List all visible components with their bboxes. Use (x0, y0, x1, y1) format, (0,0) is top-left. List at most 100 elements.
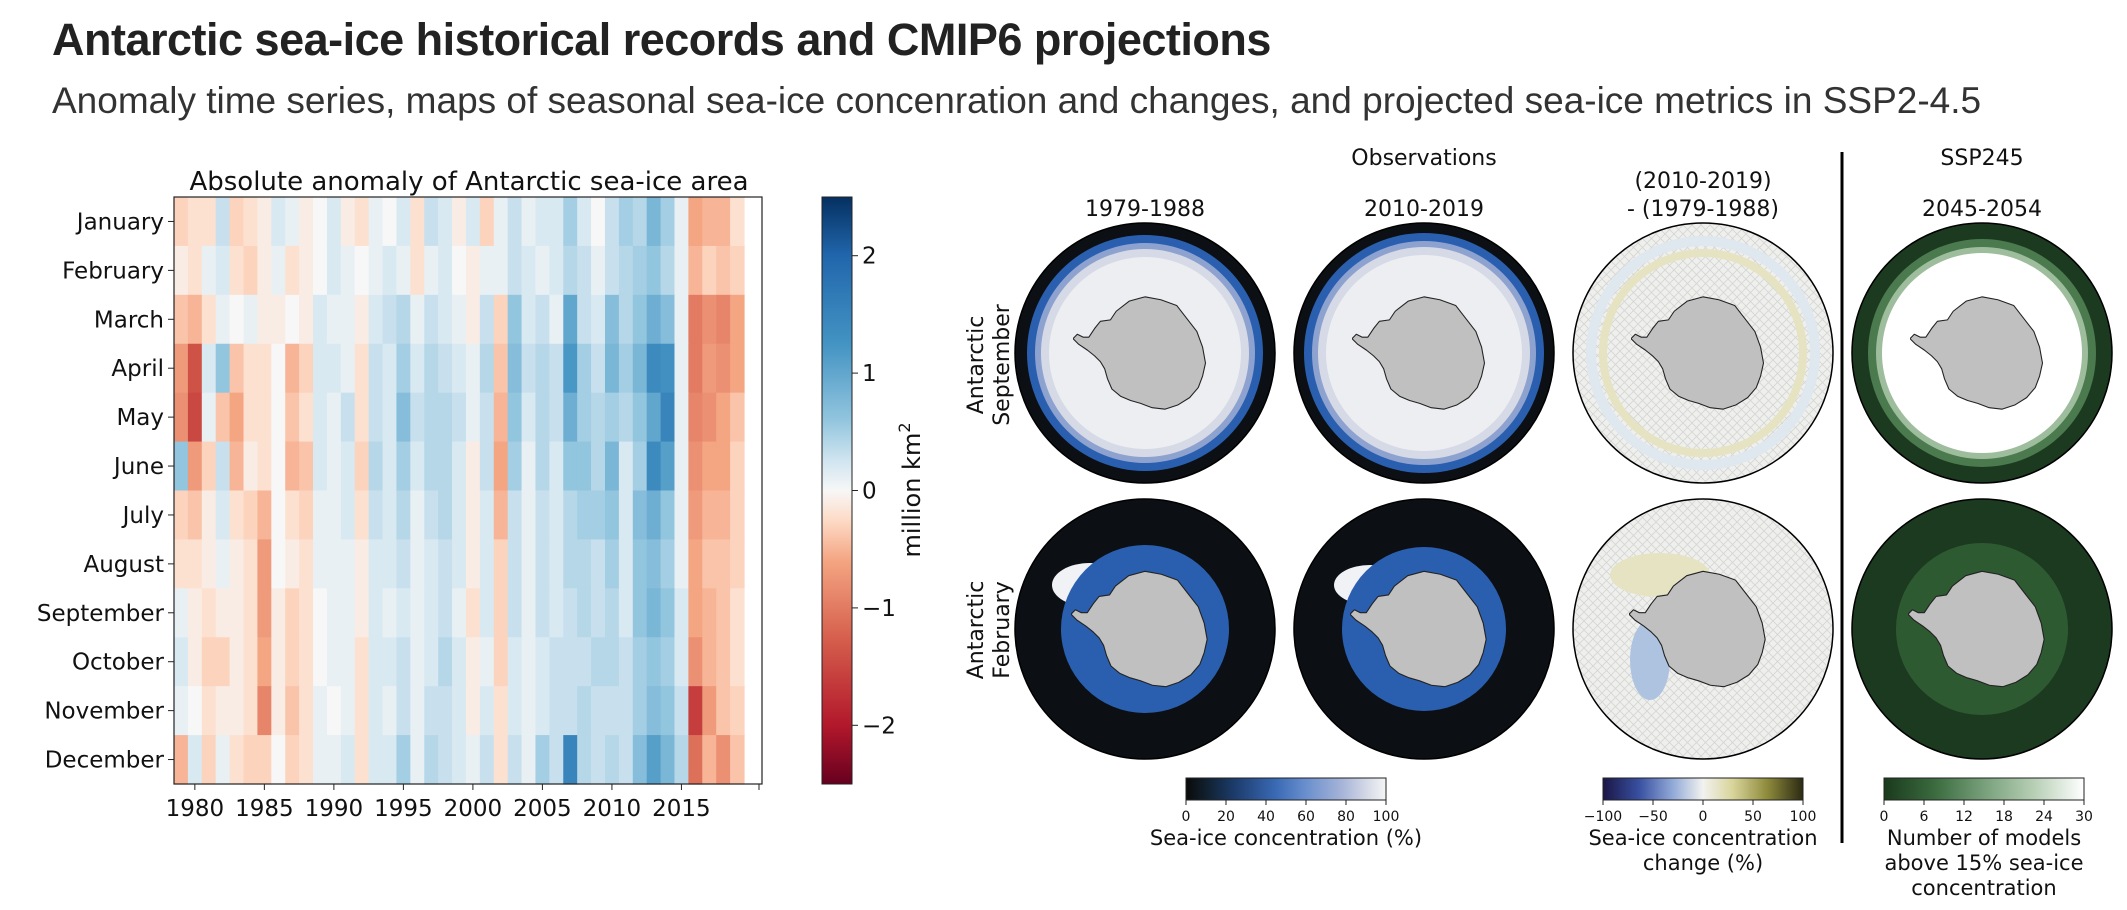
heatmap-cell (257, 637, 272, 687)
heatmap-cell (479, 343, 495, 394)
heatmap-cell (577, 539, 592, 589)
heatmap-cell (174, 686, 189, 736)
heatmap-cell (563, 441, 578, 492)
heatmap-cell (285, 539, 300, 589)
heatmap-cell (271, 539, 286, 589)
heatmap-cell (591, 735, 606, 785)
heatmap-cell (660, 343, 676, 394)
heatmap-cell (424, 294, 439, 345)
colorbar-tick-label: 6 (1920, 809, 1929, 825)
heatmap-cell (452, 490, 467, 541)
heatmap-cell (702, 539, 717, 589)
heatmap-cell (340, 245, 356, 296)
heatmap-cell (243, 294, 259, 345)
heatmap-cell (174, 245, 189, 296)
heatmap-cell (632, 686, 648, 736)
heatmap-cell (299, 637, 314, 687)
colorbar-models-label-2: above 15% sea-ice (1884, 851, 2083, 875)
heatmap-cell (702, 392, 717, 443)
heatmap-cell (688, 735, 703, 785)
heatmap-cell (340, 637, 356, 687)
heatmap-cell (187, 294, 203, 345)
svg-text:Antarctic: Antarctic (964, 316, 989, 415)
heatmap-cell (215, 294, 231, 345)
heatmap-cell (410, 588, 425, 638)
heatmap-cell (424, 588, 439, 638)
heatmap-cell (326, 245, 342, 296)
heatmap-cell (313, 539, 328, 589)
colorbar-tick-label: 30 (2075, 809, 2093, 825)
heatmap-cell (563, 686, 578, 736)
heatmap-cell (438, 588, 453, 638)
heatmap-cell (257, 343, 272, 394)
heatmap-cell (618, 392, 634, 443)
heatmap-cell (507, 392, 523, 443)
heatmap-cell (660, 245, 676, 296)
heatmap-cell (591, 197, 606, 247)
heatmap-cell (340, 686, 356, 736)
heatmap-cell (591, 441, 606, 492)
colorbar-change-ticks: −100 −50 0 50 100 (1584, 800, 1816, 825)
heatmap-cell (716, 686, 731, 736)
heatmap-cell (507, 294, 523, 345)
heatmap-cell (174, 294, 189, 345)
heatmap-cell (229, 197, 245, 247)
heatmap-cell (354, 245, 370, 296)
heatmap-cell (549, 245, 564, 296)
heatmap-cell (549, 588, 564, 638)
heatmap-cell (396, 294, 411, 345)
heatmap-cell (424, 539, 439, 589)
heatmap-cell (618, 245, 634, 296)
heatmap-row-label: February (62, 258, 164, 284)
heatmap-cell (368, 490, 384, 541)
heatmap-cell (243, 245, 259, 296)
heatmap-cell (549, 637, 564, 687)
heatmap-cell (660, 197, 676, 247)
heatmap-cell (632, 441, 648, 492)
heatmap-cell (688, 245, 703, 296)
colorbar-concentration (1185, 777, 1387, 801)
heatmap-cell (465, 294, 481, 345)
heatmap-cell (326, 392, 342, 443)
colorbar-tick-label: 40 (1257, 809, 1275, 825)
heatmap-cell (688, 637, 703, 687)
heatmap-cell (730, 245, 745, 296)
heatmap-cell (215, 735, 231, 785)
heatmap-cell (465, 735, 481, 785)
heatmap-cell (660, 637, 676, 687)
heatmap-cell (618, 294, 634, 345)
heatmap-cell (187, 490, 203, 541)
heatmap-cell (452, 588, 467, 638)
heatmap-cell (354, 735, 370, 785)
heatmap-row-label: January (75, 209, 164, 235)
col-title-2045-2054: 2045-2054 (1922, 197, 2042, 222)
heatmap-cell (549, 490, 564, 541)
heatmap-cell (632, 637, 648, 687)
heatmap-cell (187, 588, 203, 638)
heatmap-cell (535, 637, 550, 687)
heatmap-cell (215, 588, 231, 638)
heatmap-cell (174, 539, 189, 589)
heatmap-cell (354, 539, 370, 589)
heatmap-cell (326, 197, 342, 247)
heatmap-cell (465, 539, 481, 589)
heatmap-cell (632, 197, 648, 247)
heatmap-row-label: July (121, 503, 164, 529)
heatmap-cell (257, 539, 272, 589)
heatmap-cell (549, 294, 564, 345)
map-feb-difference (1572, 498, 1834, 760)
heatmap-cell (577, 294, 592, 345)
heatmap-cell (632, 588, 648, 638)
heatmap-cell (340, 735, 356, 785)
heatmap-x-label: 1980 (166, 796, 225, 822)
heatmap-cell (479, 197, 495, 247)
heatmap-cell (313, 392, 328, 443)
heatmap-cell (452, 245, 467, 296)
heatmap-cell (535, 490, 550, 541)
heatmap-cell (187, 197, 203, 247)
heatmap-cell (229, 588, 245, 638)
heatmap-cell (493, 686, 509, 736)
colorbar-tick-label: 60 (1297, 809, 1315, 825)
heatmap-cell (563, 392, 578, 443)
